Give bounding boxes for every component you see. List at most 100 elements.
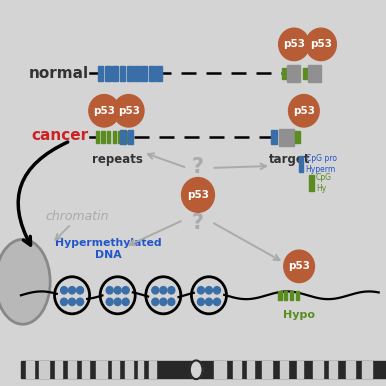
Circle shape	[152, 298, 159, 306]
Bar	[214, 361, 226, 378]
Circle shape	[306, 28, 336, 61]
Text: p53: p53	[293, 106, 315, 116]
Circle shape	[198, 286, 204, 294]
Text: Hypermethylated
DNA: Hypermethylated DNA	[55, 238, 162, 260]
Circle shape	[69, 298, 76, 306]
Circle shape	[76, 286, 83, 294]
Circle shape	[61, 286, 68, 294]
Bar	[296, 361, 303, 378]
Bar	[278, 291, 282, 300]
Bar	[125, 361, 133, 378]
Text: p53: p53	[288, 261, 310, 271]
Ellipse shape	[190, 361, 203, 379]
Bar	[105, 66, 111, 81]
Text: CpG
Hy: CpG Hy	[316, 173, 332, 193]
Circle shape	[160, 286, 167, 294]
Bar	[309, 175, 314, 191]
Text: p53: p53	[93, 106, 115, 116]
Bar	[271, 130, 277, 144]
Bar	[119, 131, 122, 143]
Circle shape	[205, 298, 212, 306]
Text: chromatin: chromatin	[46, 210, 109, 223]
Circle shape	[114, 286, 121, 294]
Text: p53: p53	[310, 39, 332, 49]
Bar	[68, 361, 76, 378]
Bar	[280, 361, 288, 378]
Bar	[156, 66, 162, 81]
Bar	[362, 361, 372, 378]
Bar	[26, 361, 34, 378]
Bar	[149, 361, 156, 378]
Text: normal: normal	[28, 66, 88, 81]
Bar	[127, 130, 133, 144]
Bar	[295, 131, 300, 143]
Bar	[82, 361, 89, 378]
Circle shape	[122, 286, 129, 294]
Bar	[127, 66, 133, 81]
Bar	[124, 131, 127, 143]
Bar	[329, 361, 337, 378]
Bar	[113, 131, 116, 143]
Circle shape	[198, 298, 204, 306]
Bar	[134, 66, 140, 81]
Text: cancer: cancer	[31, 128, 88, 142]
Circle shape	[288, 95, 319, 127]
Bar	[120, 66, 125, 81]
Bar	[284, 291, 288, 300]
Circle shape	[106, 286, 113, 294]
Bar	[21, 361, 386, 378]
Bar	[290, 291, 293, 300]
Bar	[233, 361, 241, 378]
Circle shape	[213, 286, 220, 294]
Circle shape	[168, 298, 175, 306]
Circle shape	[106, 298, 113, 306]
Circle shape	[113, 95, 144, 127]
Bar	[107, 131, 110, 143]
Circle shape	[284, 250, 315, 283]
Bar	[112, 361, 119, 378]
Text: p53: p53	[187, 190, 209, 200]
Text: repeats: repeats	[92, 153, 143, 166]
Bar	[96, 361, 107, 378]
Bar	[346, 361, 355, 378]
Bar	[112, 66, 118, 81]
Bar	[308, 65, 321, 82]
Bar	[262, 361, 272, 378]
Circle shape	[122, 298, 129, 306]
Bar	[120, 130, 126, 144]
Text: target: target	[269, 153, 310, 166]
Bar	[247, 361, 254, 378]
Circle shape	[152, 286, 159, 294]
Bar	[279, 129, 294, 146]
Circle shape	[160, 298, 167, 306]
Circle shape	[213, 298, 220, 306]
Bar	[138, 361, 143, 378]
Bar	[39, 361, 49, 378]
Circle shape	[69, 286, 76, 294]
Bar	[313, 361, 323, 378]
Text: CpG pro
Hyperm: CpG pro Hyperm	[306, 154, 337, 174]
Circle shape	[76, 298, 83, 306]
Circle shape	[279, 28, 309, 61]
Bar	[303, 68, 308, 79]
Text: p53: p53	[118, 106, 140, 116]
Bar	[149, 66, 154, 81]
Bar	[141, 66, 147, 81]
Text: ?: ?	[192, 213, 204, 233]
Circle shape	[205, 286, 212, 294]
Circle shape	[89, 95, 120, 127]
Text: ?: ?	[192, 157, 204, 177]
Bar	[299, 156, 303, 172]
Circle shape	[61, 298, 68, 306]
Text: p53: p53	[283, 39, 305, 49]
Bar	[96, 131, 99, 143]
Bar	[102, 131, 105, 143]
Bar	[288, 65, 300, 82]
Bar	[54, 361, 62, 378]
Circle shape	[181, 178, 214, 212]
Circle shape	[168, 286, 175, 294]
Bar	[296, 291, 299, 300]
Text: Hypo: Hypo	[283, 310, 315, 320]
Bar	[282, 68, 287, 79]
Bar	[98, 66, 103, 81]
